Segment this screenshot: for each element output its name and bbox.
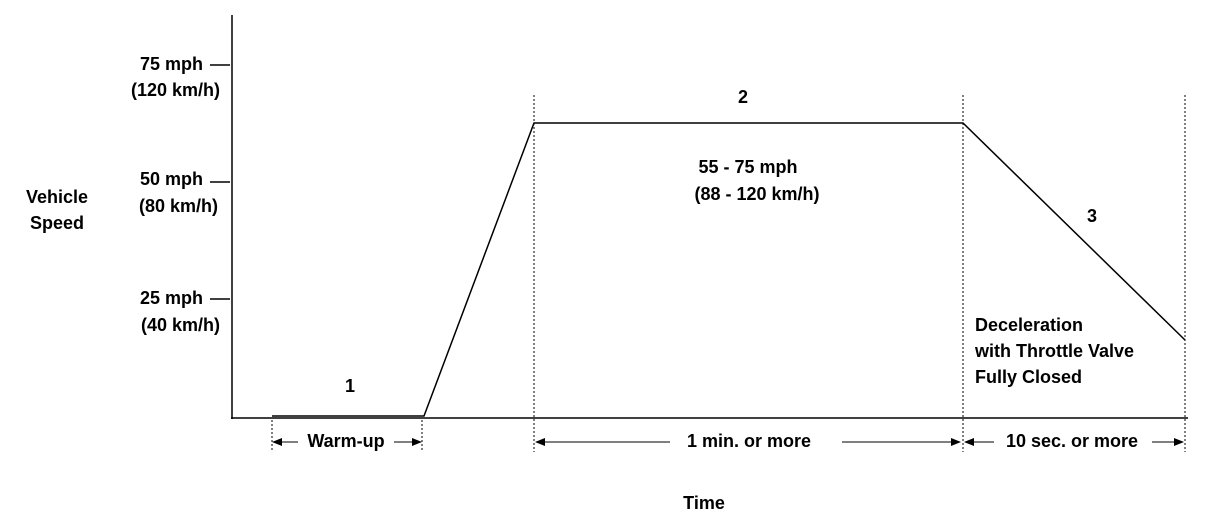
interval-label: Warm-up: [307, 431, 384, 451]
tick-label: 75 mph: [140, 54, 203, 74]
interval-label: 1 min. or more: [687, 431, 811, 451]
y-label: Vehicle: [26, 187, 88, 207]
guides: [271, 95, 1186, 452]
phase-note: (88 - 120 km/h): [694, 184, 819, 204]
phase-note: with Throttle Valve: [974, 341, 1134, 361]
tick-label: (120 km/h): [131, 80, 220, 100]
phase-number: 1: [345, 376, 355, 396]
phase-note: Fully Closed: [975, 367, 1082, 387]
x-label: Time: [683, 493, 725, 513]
phase-number: 2: [738, 87, 748, 107]
phase-note: 55 - 75 mph: [698, 157, 797, 177]
phase-number: 3: [1087, 206, 1097, 226]
phase-note: Deceleration: [975, 315, 1083, 335]
tick-label: (40 km/h): [141, 315, 220, 335]
y-label: Speed: [30, 213, 84, 233]
tick-label: 25 mph: [140, 288, 203, 308]
tick-label: (80 km/h): [139, 196, 218, 216]
axes: [210, 15, 1188, 419]
tick-label: 50 mph: [140, 169, 203, 189]
interval-label: 10 sec. or more: [1006, 431, 1138, 451]
